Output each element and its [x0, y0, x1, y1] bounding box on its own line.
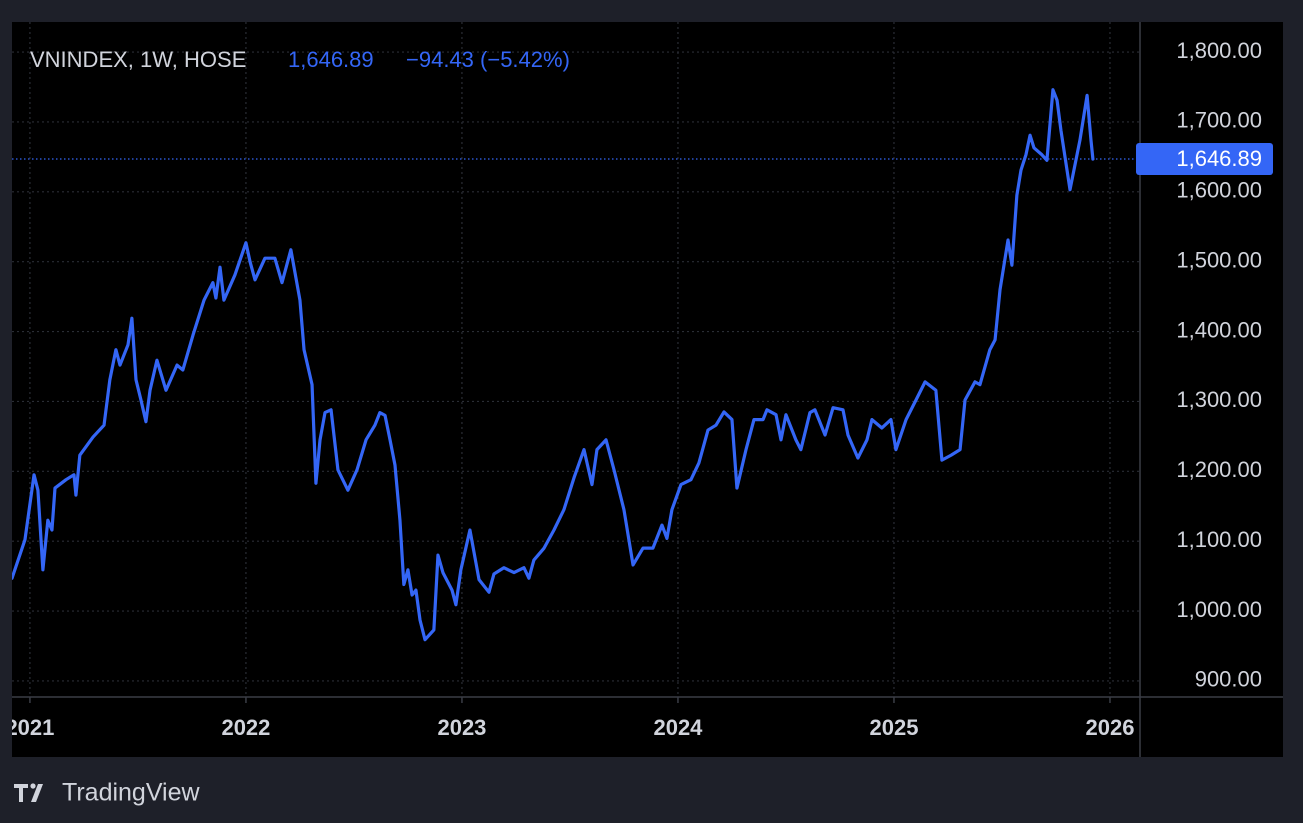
x-tick-label: 2025	[869, 715, 918, 740]
logo-part	[14, 784, 28, 802]
price-line	[12, 88, 1095, 642]
logo-part	[31, 784, 43, 802]
x-tick-label: 2021	[5, 715, 54, 740]
y-tick-label: 1,400.00	[1176, 317, 1262, 342]
y-axis: 900.00 1,000.00 1,100.00 1,200.00 1,300.00 1,…	[1136, 38, 1273, 692]
y-tick-label: 1,200.00	[1176, 457, 1262, 482]
chart-panel	[12, 22, 1283, 757]
x-axis: 2021 2022 2023 2024 2025 2026	[5, 697, 1134, 740]
x-tick-label: 2024	[653, 715, 703, 740]
y-tick-label: 1,300.00	[1176, 387, 1262, 412]
x-tick-label: 2023	[437, 715, 486, 740]
price-tag-label: 1,646.89	[1176, 146, 1262, 171]
header-price: 1,646.89	[288, 47, 374, 72]
x-tick-label: 2022	[221, 715, 270, 740]
x-tick-label: 2026	[1085, 715, 1134, 740]
price-tag	[1136, 143, 1273, 176]
y-tick-label: 1,800.00	[1176, 38, 1262, 63]
brand-name: TradingView	[62, 779, 201, 807]
y-tick-label: 1,000.00	[1176, 597, 1262, 622]
y-tick-label: 1,700.00	[1176, 108, 1262, 133]
header-change: −94.43 (−5.42%)	[406, 47, 570, 72]
brand-logo	[14, 783, 43, 802]
y-tick-label: 900.00	[1195, 667, 1262, 692]
logo-part	[30, 783, 36, 789]
y-tick-label: 1,600.00	[1176, 178, 1262, 203]
plot	[12, 88, 1095, 642]
symbol-label: VNINDEX, 1W, HOSE	[30, 47, 246, 72]
y-tick-label: 1,100.00	[1176, 527, 1262, 552]
y-tick-label: 1,500.00	[1176, 247, 1262, 272]
grid	[12, 22, 1140, 697]
